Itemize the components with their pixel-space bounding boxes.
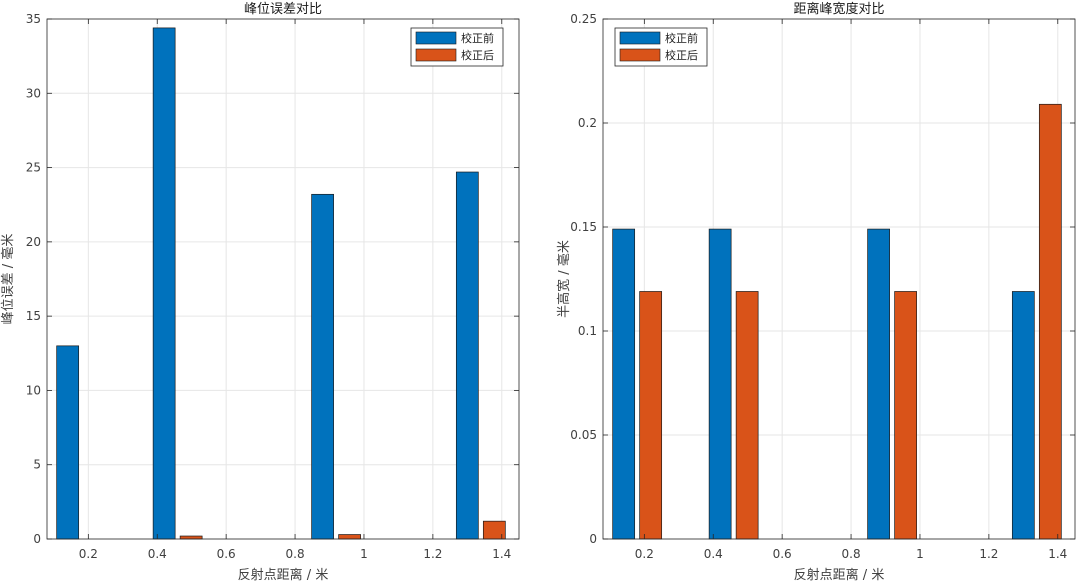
x-tick-label: 0.8	[842, 547, 861, 561]
y-tick-label: 25	[26, 161, 41, 175]
x-tick-label: 0.2	[635, 547, 654, 561]
legend-entry: 校正后	[461, 48, 494, 62]
chart-peak-width: 0.2 0.4 0.6 0.8 1 1.2 1.4 0 0.05 0.1 0.15 0.2 0.25 距离…	[556, 1, 1076, 583]
legend-swatch	[415, 31, 457, 45]
bar-before	[1011, 291, 1035, 540]
y-tick-label: 0.15	[570, 220, 597, 234]
x-axis-label: 反射点距离 / 米	[794, 567, 885, 582]
x-tick-label: 1.2	[423, 547, 442, 561]
y-tick-label: 0.2	[578, 116, 597, 130]
bar-before	[455, 171, 479, 540]
x-tick-label: 0.6	[773, 547, 792, 561]
bar-before	[708, 228, 732, 540]
bar-before	[612, 228, 636, 540]
legend-entry: 校正前	[461, 31, 494, 45]
y-tick-label: 0.1	[578, 324, 597, 338]
y-tick-label: 5	[33, 458, 41, 472]
y-tick-label: 20	[26, 235, 41, 249]
legend-entry: 校正前	[665, 31, 698, 45]
legend-swatch	[619, 48, 661, 62]
bar-after	[1038, 103, 1062, 540]
bar-after	[735, 291, 759, 540]
y-axis-label: 半高宽 / 毫米	[556, 240, 572, 318]
x-tick-label: 1	[916, 547, 924, 561]
x-tick-label: 0.4	[148, 547, 167, 561]
x-tick-label: 0.8	[286, 547, 305, 561]
bar-after	[338, 534, 361, 540]
chart-title: 峰位误差对比	[244, 2, 322, 17]
bar-before	[311, 193, 334, 540]
bar-after	[894, 291, 917, 540]
bar-before	[867, 228, 890, 540]
y-tick-label: 10	[26, 383, 41, 397]
legend-entry: 校正后	[665, 48, 698, 62]
y-tick-label: 0	[33, 532, 41, 546]
x-tick-label: 1.4	[492, 547, 511, 561]
y-tick-label: 30	[26, 86, 41, 100]
y-tick-label: 15	[26, 309, 41, 323]
chart-title: 距离峰宽度对比	[793, 1, 884, 17]
y-tick-label: 0.05	[570, 428, 597, 442]
axes-box	[46, 18, 520, 540]
x-tick-label: 1.4	[1048, 547, 1067, 561]
bar-after	[639, 291, 663, 540]
y-tick-label: 35	[26, 12, 41, 26]
x-tick-label: 1.2	[979, 547, 998, 561]
x-tick-label: 0.6	[217, 547, 236, 561]
x-tick-label: 0.4	[704, 547, 723, 561]
bar-before	[152, 27, 176, 540]
y-axis-label: 峰位误差 / 毫米	[0, 234, 16, 325]
x-tick-label: 1	[360, 547, 368, 561]
bar-after	[179, 535, 203, 540]
y-tick-label: 0	[589, 532, 597, 546]
x-axis-label: 反射点距离 / 米	[238, 567, 329, 582]
chart-peak-error: 0.2 0.4 0.6 0.8 1 1.2 1.4 0 5 10 15 20 25 30 35 峰位误差对比反…	[0, 2, 520, 583]
x-tick-label: 0.2	[79, 547, 98, 561]
y-tick-label: 0.25	[570, 12, 597, 26]
legend-swatch	[619, 31, 661, 45]
legend-swatch	[415, 48, 457, 62]
axes-box	[602, 18, 1076, 540]
bar-before	[56, 345, 80, 540]
